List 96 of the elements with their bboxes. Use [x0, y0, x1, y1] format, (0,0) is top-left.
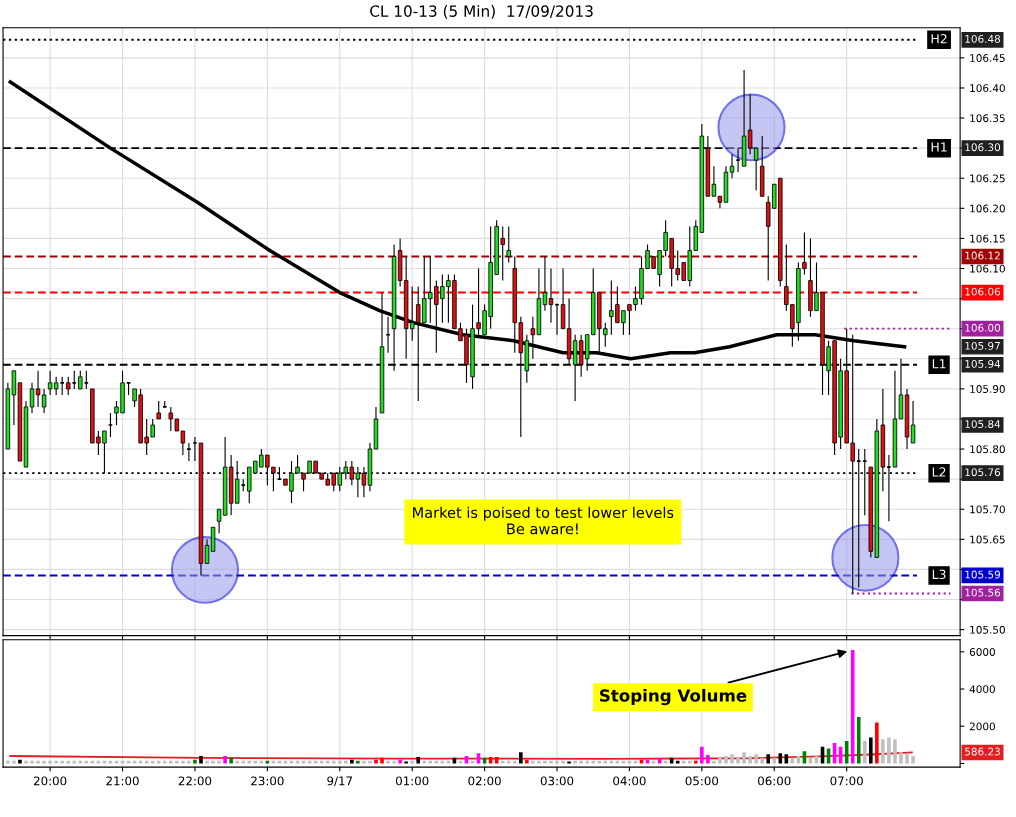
annotation: 106.06 — [965, 287, 1001, 296]
candlestick — [506, 225, 511, 264]
ref-line-label: L2 — [932, 467, 946, 477]
candlestick — [910, 400, 916, 444]
y-tick-label: 105.90 — [970, 385, 1005, 393]
bar — [869, 737, 873, 764]
x-tick-label: 23:00 — [251, 776, 284, 786]
x-tick-label: 07:00 — [830, 776, 863, 786]
annotation: 106.12 — [965, 251, 1000, 260]
candlestick — [83, 370, 89, 390]
x-tick-label: 22:00 — [178, 776, 212, 786]
x-tick-label: 03:00 — [540, 776, 574, 786]
bar — [730, 754, 734, 764]
y-tick-label: 106.35 — [970, 114, 1005, 123]
x-tick-label: 05:00 — [685, 776, 719, 786]
annotation: 106.48 — [965, 34, 1001, 43]
x-tick-label: 06:00 — [758, 776, 791, 786]
bar — [905, 754, 909, 764]
bar — [374, 759, 378, 764]
x-tick-label: 02:00 — [468, 776, 501, 786]
bar — [724, 756, 728, 764]
ref-line-label: H2 — [931, 33, 947, 44]
y-tick-label: 106.15 — [970, 234, 1005, 243]
ref-line-label: L3 — [932, 569, 946, 580]
bar — [778, 753, 783, 764]
annotation: 105.84 — [965, 420, 1001, 429]
bar — [700, 746, 704, 764]
y-tick-label: 106.40 — [970, 84, 1005, 93]
ref-line-label: L1 — [932, 359, 946, 369]
bar — [706, 755, 710, 764]
annotation: Market is poised to test lower levels Be aware! — [413, 506, 674, 535]
bar — [772, 757, 777, 764]
bar — [736, 757, 740, 764]
data-label: 105.56 — [965, 588, 1001, 597]
bar — [519, 752, 523, 764]
bar — [754, 754, 758, 764]
bar — [862, 741, 867, 764]
chart-title: CL 10-13 (5 Min) 17/09/2013 — [370, 5, 593, 19]
bar — [850, 649, 855, 764]
y-tick-label: 105.70 — [970, 505, 1005, 514]
bar — [398, 759, 402, 764]
x-tick-label: 20:00 — [33, 776, 67, 786]
y-tick-label: 106.45 — [970, 54, 1005, 62]
bar — [229, 757, 233, 764]
candlestick — [78, 370, 83, 390]
candlestick — [204, 538, 210, 564]
annotation: Stoping Volume — [600, 688, 747, 706]
line-series — [9, 751, 913, 760]
bar — [193, 759, 197, 764]
annotation: 105.76 — [965, 468, 1001, 477]
candlestick — [186, 442, 192, 462]
candlestick — [729, 153, 735, 179]
y-tick-label: 2000 — [969, 722, 995, 731]
bar — [875, 722, 879, 764]
bar — [887, 737, 891, 764]
annotation: 106.30 — [965, 143, 1001, 152]
y-tick-label: 106.25 — [970, 174, 1005, 183]
bar — [18, 759, 22, 764]
bar — [899, 752, 903, 764]
x-tick-label: 01:00 — [395, 776, 429, 786]
y-tick-label: 105.80 — [970, 445, 1005, 454]
bar — [748, 756, 752, 764]
bar — [416, 756, 421, 764]
bar — [856, 716, 861, 764]
annotation: 105.94 — [965, 359, 1001, 368]
candlestick — [192, 436, 198, 462]
bar — [199, 756, 203, 764]
bar — [911, 756, 915, 764]
bar — [881, 739, 885, 764]
bar — [380, 757, 384, 764]
candlestick — [385, 316, 391, 354]
annotation: 586.23 — [965, 747, 1000, 756]
y-tick-label: 6000 — [969, 648, 995, 656]
bar — [893, 739, 897, 764]
data-label: 106.00 — [965, 323, 1001, 332]
candlestick — [548, 267, 554, 324]
bar — [742, 752, 746, 764]
x-tick-label: 9/17 — [327, 776, 353, 787]
bar — [525, 759, 529, 764]
bar — [766, 754, 771, 764]
y-tick-label: 106.10 — [970, 264, 1005, 273]
x-tick-label: 04:00 — [613, 776, 646, 786]
bar — [350, 759, 354, 764]
y-tick-label: 105.65 — [970, 535, 1005, 544]
annotation: 105.97 — [965, 341, 1000, 350]
x-tick-label: 21:00 — [106, 776, 139, 786]
candlestick — [156, 400, 161, 420]
ref-line-label: H1 — [931, 142, 947, 152]
y-tick-label: 105.50 — [970, 625, 1005, 634]
y-tick-label: 4000 — [969, 685, 995, 694]
y-tick-label: 106.20 — [970, 204, 1005, 213]
bar — [223, 756, 227, 764]
annotation: 105.59 — [965, 570, 1000, 579]
candlestick — [29, 382, 35, 414]
bar — [718, 757, 722, 764]
bar — [760, 757, 764, 764]
